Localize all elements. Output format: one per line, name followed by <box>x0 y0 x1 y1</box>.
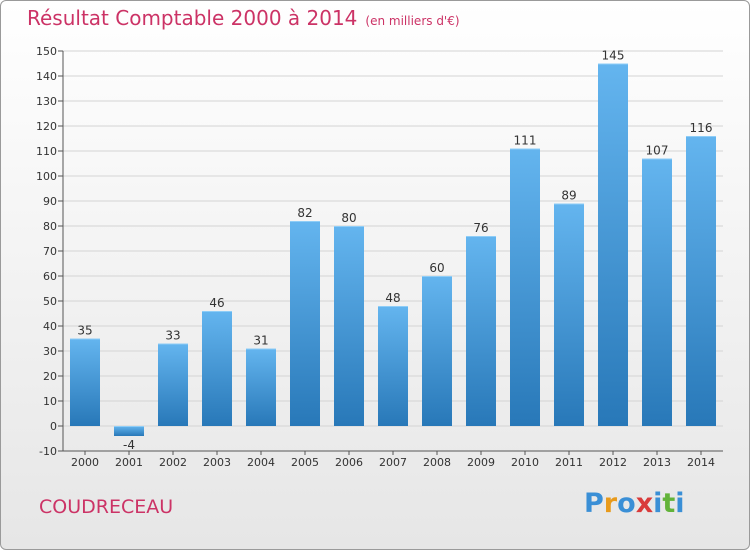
bar <box>686 136 716 426</box>
bar <box>202 311 232 426</box>
data-label: 116 <box>690 121 713 135</box>
y-tick-label: 90 <box>43 195 57 208</box>
data-label: 145 <box>602 49 625 63</box>
x-tick-label: 2014 <box>687 456 715 469</box>
y-tick-label: 130 <box>36 95 57 108</box>
data-label: 107 <box>646 144 669 158</box>
y-tick-label: 10 <box>43 395 57 408</box>
bar <box>334 226 364 426</box>
labels: -10 0 10 20 30 40 50 60 70 80 90 100 110 120 130 140 150… <box>36 45 715 469</box>
x-tick-label: 2005 <box>291 456 319 469</box>
x-tick-label: 2011 <box>555 456 583 469</box>
logo-letter: r <box>603 488 618 519</box>
data-label: 89 <box>561 189 576 203</box>
y-tick-label: 30 <box>43 345 57 358</box>
y-tick-label: 150 <box>36 45 57 58</box>
data-label: 111 <box>514 134 537 148</box>
x-tick-label: 2003 <box>203 456 231 469</box>
data-label: 46 <box>209 296 224 310</box>
x-tick-label: 2002 <box>159 456 187 469</box>
y-tick-label: 80 <box>43 220 57 233</box>
bar <box>554 203 584 426</box>
logo-letter: o <box>617 488 636 519</box>
axes <box>58 50 723 455</box>
logo-letter: i <box>653 488 663 519</box>
y-tick-label: 0 <box>50 420 57 433</box>
y-tick-label: 140 <box>36 70 57 83</box>
y-tick-label: -10 <box>39 445 57 458</box>
x-tick-label: 2009 <box>467 456 495 469</box>
data-label: 60 <box>429 261 444 275</box>
chart-unit: (en milliers d'€) <box>365 14 460 28</box>
y-tick-label: 110 <box>36 145 57 158</box>
x-tick-label: 2010 <box>511 456 539 469</box>
data-label: 31 <box>253 334 268 348</box>
proxiti-logo: Proxiti <box>584 488 685 519</box>
chart-title-text: Résultat Comptable 2000 à 2014 <box>27 6 358 30</box>
x-tick-label: 2013 <box>643 456 671 469</box>
logo-letter: t <box>662 488 676 519</box>
y-tick-label: 100 <box>36 170 57 183</box>
data-label: 80 <box>341 211 356 225</box>
x-tick-label: 2000 <box>71 456 99 469</box>
bar <box>290 221 320 426</box>
chart-title: Résultat Comptable 2000 à 2014 (en millie… <box>27 6 460 30</box>
logo-letter: P <box>584 488 604 519</box>
y-tick-label: 20 <box>43 370 57 383</box>
bar <box>422 276 452 426</box>
x-tick-label: 2008 <box>423 456 451 469</box>
bar <box>642 158 672 426</box>
bar <box>466 236 496 426</box>
y-tick-label: 60 <box>43 270 57 283</box>
y-tick-label: 120 <box>36 120 57 133</box>
logo-letter: x <box>635 488 654 519</box>
logo-letter: i <box>675 488 685 519</box>
city-name: COUDRECEAU <box>39 496 174 518</box>
x-tick-label: 2001 <box>115 456 143 469</box>
data-label: 48 <box>385 291 400 305</box>
bar <box>598 63 628 426</box>
x-tick-label: 2012 <box>599 456 627 469</box>
data-label: -4 <box>123 438 135 452</box>
bar <box>114 426 144 436</box>
bar <box>246 348 276 426</box>
bar <box>158 343 188 426</box>
bar <box>70 338 100 426</box>
x-tick-label: 2007 <box>379 456 407 469</box>
data-label: 76 <box>473 221 488 235</box>
y-tick-label: 40 <box>43 320 57 333</box>
data-label: 35 <box>77 324 92 338</box>
data-label: 82 <box>297 206 312 220</box>
y-tick-label: 50 <box>43 295 57 308</box>
y-tick-label: 70 <box>43 245 57 258</box>
data-label: 33 <box>165 329 180 343</box>
x-tick-label: 2004 <box>247 456 275 469</box>
x-tick-label: 2006 <box>335 456 363 469</box>
bars <box>70 63 716 436</box>
bar <box>510 148 540 426</box>
bar <box>378 306 408 426</box>
